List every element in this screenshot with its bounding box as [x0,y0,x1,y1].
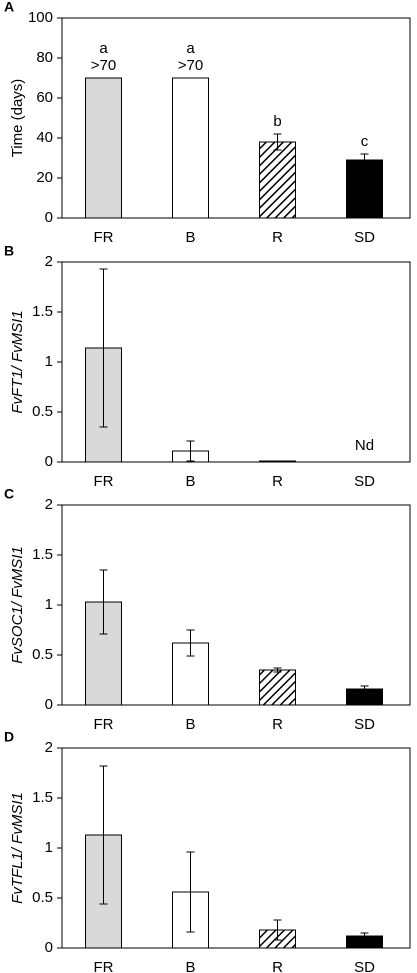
y-tick-label: 2 [45,496,53,513]
significance-letter: c [361,133,369,150]
y-tick-label: 0 [45,209,53,226]
bar [259,460,296,463]
significance-letter: a [186,40,195,57]
panel-label: A [4,0,14,15]
plot-frame [61,17,411,219]
bar [259,141,296,219]
x-tick-label: SD [354,473,375,490]
error-bar [360,153,369,167]
y-tick-label: 0 [45,939,53,956]
significance-letter: b [273,113,281,130]
y-tick-label: 0 [45,696,53,713]
y-tick-label: 2 [45,739,53,756]
error-bar [273,667,282,673]
y-axis-title: FvTFL1/ FvMSI1 [9,792,26,904]
y-tick-label: 1.5 [32,546,53,563]
bar [259,669,296,706]
error-bar [360,932,369,940]
significance-letter: a [99,40,108,57]
x-tick-label: B [185,959,195,973]
x-tick-label: SD [354,959,375,973]
y-tick-label: 1.5 [32,789,53,806]
panel-label: C [4,486,14,502]
y-tick-label: 0.5 [32,403,53,420]
y-tick-label: 2 [45,253,53,270]
y-axis-title: FvFT1/ FvMSI1 [9,310,26,413]
error-bar [273,133,282,151]
bar [172,77,209,219]
y-axis-title: FvSOC1/ FvMSI1 [9,546,26,664]
y-tick-label: 0.5 [32,889,53,906]
y-tick-label: 0 [45,453,53,470]
y-tick-label: 1 [45,353,53,370]
y-tick-label: 20 [36,169,53,186]
plot-frame [61,261,411,463]
plot-frame [61,747,411,949]
y-tick-label: 0.5 [32,646,53,663]
x-tick-label: FR [94,473,114,490]
y-tick-label: 1 [45,839,53,856]
value-label: Nd [355,437,374,454]
x-tick-label: FR [94,716,114,733]
x-tick-label: FR [94,959,114,973]
error-bar [186,440,195,462]
error-bar [273,919,282,941]
x-tick-label: B [185,473,195,490]
x-tick-label: B [185,716,195,733]
y-tick-label: 1 [45,596,53,613]
x-tick-label: SD [354,229,375,246]
y-tick-label: 1.5 [32,303,53,320]
bar [85,77,122,219]
x-tick-label: FR [94,229,114,246]
y-tick-label: 80 [36,49,53,66]
plot-frame [61,504,411,706]
value-label: >70 [91,57,116,74]
error-bar [360,685,369,693]
value-label: >70 [178,57,203,74]
x-tick-label: R [272,473,283,490]
panel-label: D [4,729,14,745]
x-tick-label: SD [354,716,375,733]
error-bar [186,851,195,933]
panel-label: B [4,243,14,259]
error-bar [99,569,108,635]
y-tick-label: 40 [36,129,53,146]
y-tick-label: 60 [36,89,53,106]
error-bar [99,268,108,428]
y-axis-title: Time (days) [9,79,26,158]
x-tick-label: R [272,229,283,246]
bar [346,159,383,219]
error-bar [186,629,195,657]
x-tick-label: R [272,959,283,973]
error-bar [99,765,108,905]
x-tick-label: R [272,716,283,733]
x-tick-label: B [185,229,195,246]
y-tick-label: 100 [28,9,53,26]
